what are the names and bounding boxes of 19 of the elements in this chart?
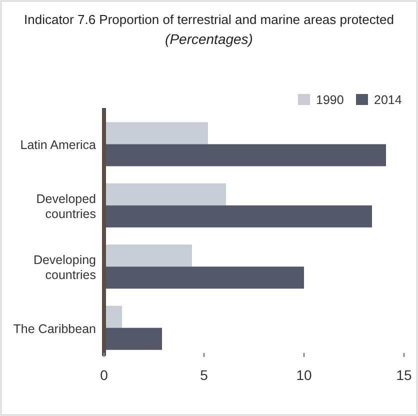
x-tick-label: 0: [100, 367, 108, 383]
chart-subtitle: (Percentages): [165, 31, 253, 47]
bar: [104, 122, 208, 144]
x-tick-label: 15: [396, 367, 412, 383]
chart-title: Indicator 7.6 Proportion of terrestrial and marine areas protected: [24, 12, 394, 27]
y-tick-label: The Caribbean: [13, 322, 96, 336]
y-tick-label: Developing countries: [33, 253, 96, 282]
y-tick-label: Latin America: [20, 138, 96, 152]
legend-label: 2014: [374, 93, 402, 107]
bar: [104, 183, 226, 206]
y-tick-label: Developed countries: [36, 192, 96, 221]
bar: [104, 205, 372, 228]
x-tick-label: 5: [200, 367, 208, 383]
bar: [104, 144, 386, 166]
bar: [104, 266, 304, 289]
x-tick-label: 10: [296, 367, 312, 383]
bar: [104, 244, 192, 267]
bar: [104, 328, 162, 350]
legend-label: 1990: [316, 93, 344, 107]
